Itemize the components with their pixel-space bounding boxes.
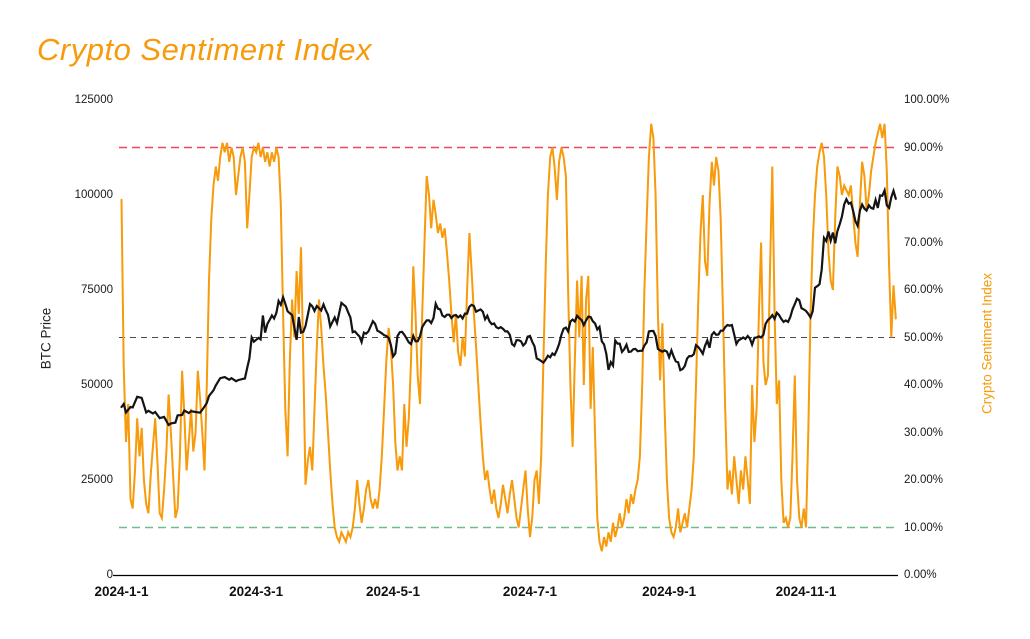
y-axis-right-tick: 0.00% bbox=[904, 569, 937, 581]
x-axis-tick: 2024-11-1 bbox=[775, 584, 837, 599]
y-axis-right-tick: 60.00% bbox=[904, 284, 944, 296]
y-axis-right-tick: 90.00% bbox=[904, 141, 944, 154]
x-axis-tick: 2024-5-1 bbox=[366, 584, 421, 599]
y-axis-right-tick: 40.00% bbox=[904, 379, 944, 391]
chart-title: Crypto Sentiment Index bbox=[37, 32, 372, 67]
y-axis-right-tick: 20.00% bbox=[904, 474, 944, 486]
y-axis-left-tick: 50000 bbox=[81, 379, 113, 391]
y-axis-right-tick: 70.00% bbox=[904, 236, 944, 249]
y-axis-left-tick: 100000 bbox=[74, 189, 113, 201]
sentiment-index-line bbox=[120, 123, 897, 552]
y-axis-left-tick: 0 bbox=[106, 569, 113, 581]
y-axis-left-tick: 25000 bbox=[81, 474, 113, 486]
left-axis-title: BTC Price bbox=[38, 307, 54, 370]
y-axis-right-tick: 30.00% bbox=[904, 426, 944, 439]
x-axis-tick: 2024-9-1 bbox=[642, 584, 697, 599]
x-axis-tick: 2024-1-1 bbox=[94, 584, 149, 599]
y-axis-right-tick: 10.00% bbox=[904, 521, 944, 534]
y-axis-right-tick: 50.00% bbox=[904, 331, 944, 344]
y-axis-right-tick: 80.00% bbox=[904, 189, 944, 201]
x-axis-tick: 2024-7-1 bbox=[502, 584, 557, 599]
y-axis-left-tick: 125000 bbox=[74, 94, 113, 106]
btc-price-line bbox=[120, 186, 897, 427]
y-axis-left-tick: 75000 bbox=[81, 284, 113, 296]
x-axis-tick: 2024-3-1 bbox=[229, 584, 284, 599]
y-axis-right-tick: 100.00% bbox=[904, 94, 950, 106]
right-axis-title: Crypto Sentiment Index bbox=[979, 272, 995, 415]
